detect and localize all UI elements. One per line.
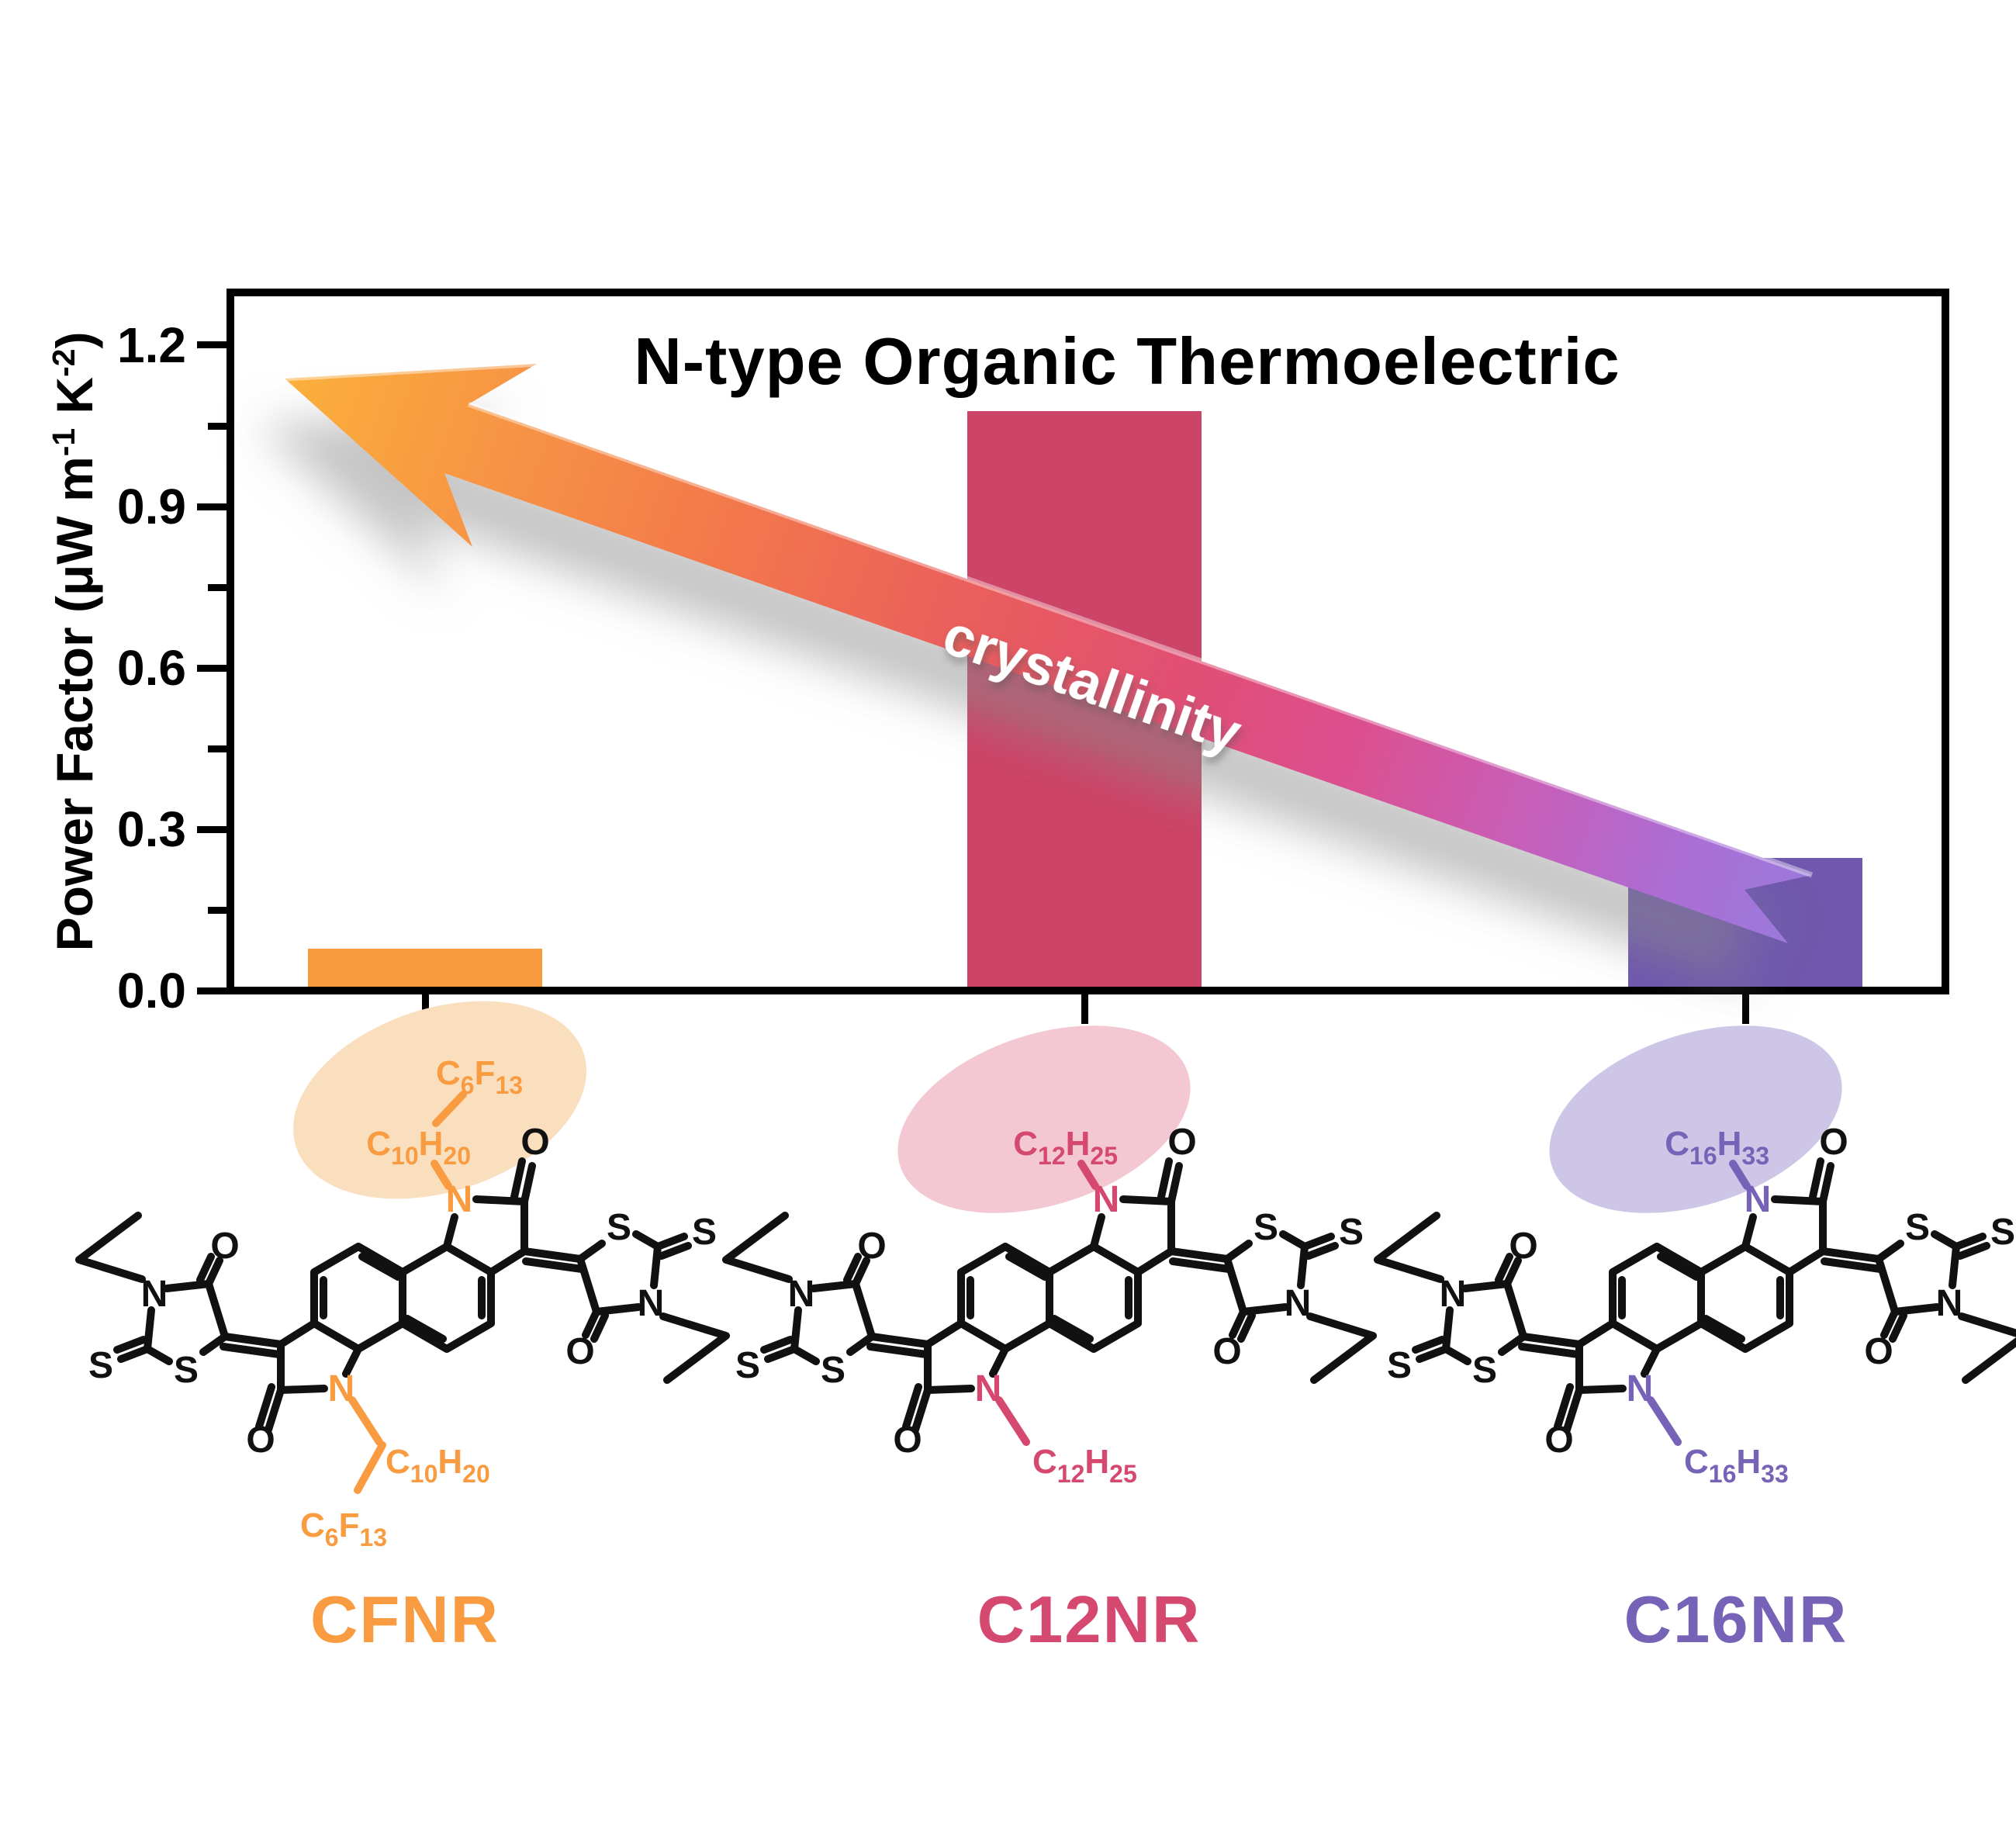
bar-cfnr (308, 949, 542, 987)
bond-skeleton (1374, 1195, 2016, 1394)
oxygen-label: O (1864, 1331, 1893, 1372)
chain-highlight (1549, 1025, 1842, 1213)
sulfur-label: S (1254, 1207, 1278, 1248)
nitrogen-label: N (975, 1368, 1002, 1409)
sulfur-label: S (1990, 1212, 2015, 1253)
sulfur-label: S (1387, 1345, 1412, 1386)
sulfur-label: S (1472, 1350, 1497, 1391)
alkyl-chain-label: C12H25 (1032, 1443, 1137, 1488)
y-tick-0.3 (197, 826, 226, 833)
sulfur-label: S (692, 1212, 717, 1253)
alkyl-chain-label: C16H33 (1684, 1443, 1789, 1488)
nitrogen-label: N (1936, 1283, 1963, 1324)
y-tick-0.6 (197, 665, 226, 672)
oxygen-label: O (1544, 1420, 1573, 1461)
arrow-highlight (467, 401, 1814, 878)
alkyl-chain-label: C12H25 (1013, 1125, 1118, 1170)
oxygen-label: O (246, 1420, 275, 1461)
molecule-name-cfnr: CFNR (309, 1583, 500, 1657)
chain-bonds (348, 1091, 467, 1494)
oxygen-label: O (1212, 1331, 1241, 1372)
oxygen-label: O (1819, 1122, 1848, 1163)
sulfur-label: S (88, 1345, 113, 1386)
double-bonds (760, 1157, 1339, 1434)
nitrogen-label: N (328, 1368, 355, 1409)
y-tick-0.0 (197, 987, 226, 994)
y-tick-label: 1.2 (117, 317, 186, 373)
x-tick-c12nr (1081, 994, 1088, 1024)
chain-highlight (292, 1001, 587, 1199)
chart-title: N-type Organic Thermoelectric (634, 325, 1620, 399)
alkyl-chain-label: C16H33 (1665, 1125, 1769, 1170)
nitrogen-label: N (1285, 1283, 1312, 1324)
nitrogen-label: N (1745, 1179, 1772, 1220)
nitrogen-label: N (1627, 1368, 1654, 1409)
molecule-c16nr: S S S S O O O O N N N N C16H33 C16H33 (1374, 1025, 2016, 1488)
bond-skeleton (722, 1195, 1377, 1394)
double-bonds (1412, 1157, 1990, 1434)
alkyl-chain-label: C10H20 (386, 1443, 490, 1488)
sulfur-label: S (1339, 1212, 1364, 1253)
x-tick-c16nr (1742, 994, 1749, 1024)
nitrogen-label: N (1440, 1274, 1467, 1315)
oxygen-label: O (210, 1226, 239, 1267)
nitrogen-label: N (1093, 1179, 1120, 1220)
chain-highlight (897, 1025, 1191, 1213)
oxygen-label: O (565, 1331, 594, 1372)
sulfur-label: S (607, 1207, 631, 1248)
y-minor-tick (208, 907, 226, 914)
molecule-cfnr: S S S S O O O O N N N N C10H20 C6F13 C10… (75, 1001, 730, 1551)
molecule-name-c12nr: C12NR (977, 1583, 1202, 1657)
chain-bonds (995, 1160, 1099, 1446)
y-tick-label: 0.9 (117, 479, 186, 534)
fluoroalkyl-chain-label: C6F13 (436, 1054, 523, 1099)
y-tick-label: 0.3 (117, 801, 186, 857)
y-tick-1.2 (197, 341, 226, 348)
y-minor-tick (208, 584, 226, 591)
double-bonds (113, 1157, 692, 1434)
molecule-c12nr: S S S S O O O O N N N N C12H25 C12H25 (722, 1025, 1377, 1488)
oxygen-label: O (1167, 1122, 1196, 1163)
sulfur-label: S (821, 1350, 845, 1391)
oxygen-label: O (857, 1226, 886, 1267)
y-tick-label: 0.0 (117, 963, 186, 1019)
oxygen-label: O (893, 1420, 922, 1461)
alkyl-chain-label: C10H20 (366, 1125, 471, 1170)
sulfur-label: S (174, 1350, 199, 1391)
nitrogen-label: N (446, 1179, 473, 1220)
nitrogen-label: N (141, 1274, 168, 1315)
arrow-highlight (284, 361, 538, 382)
arrow-body (285, 364, 1812, 943)
sulfur-label: S (735, 1345, 760, 1386)
oxygen-label: O (520, 1122, 549, 1163)
oxygen-label: O (1509, 1226, 1537, 1267)
y-minor-tick (208, 745, 226, 752)
sulfur-label: S (1905, 1207, 1930, 1248)
molecule-name-c16nr: C16NR (1624, 1583, 1848, 1657)
y-tick-0.9 (197, 503, 226, 510)
bond-skeleton (75, 1195, 730, 1394)
nitrogen-label: N (638, 1283, 665, 1324)
fluoroalkyl-chain-label: C6F13 (300, 1506, 387, 1551)
y-tick-label: 0.6 (117, 640, 186, 696)
nitrogen-label: N (788, 1274, 815, 1315)
chain-bonds (1647, 1160, 1751, 1446)
y-minor-tick (208, 423, 226, 430)
